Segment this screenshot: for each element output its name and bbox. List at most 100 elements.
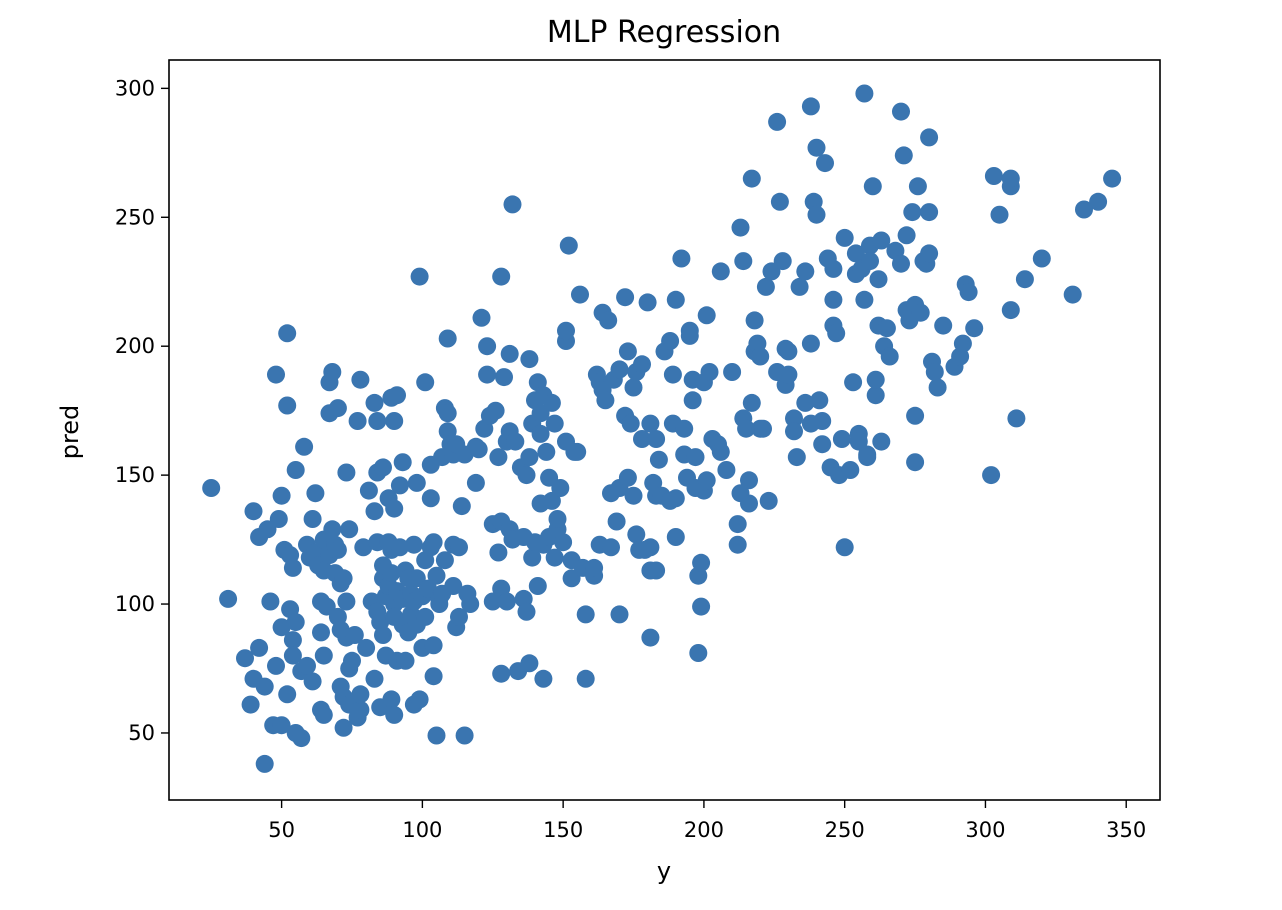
data-point: [599, 311, 618, 330]
data-point: [278, 324, 297, 343]
data-point: [292, 729, 311, 748]
data-point: [1103, 169, 1122, 188]
data-point: [686, 448, 705, 467]
data-point: [427, 566, 446, 585]
chart-title: MLP Regression: [547, 15, 781, 50]
data-point: [672, 249, 691, 268]
data-point: [835, 228, 854, 247]
data-point: [813, 435, 832, 454]
points-layer: [202, 84, 1122, 773]
x-tick-label: 250: [825, 818, 865, 842]
data-point: [312, 623, 330, 642]
data-point: [410, 267, 429, 286]
data-point: [334, 569, 353, 588]
data-point: [602, 538, 620, 557]
data-point: [737, 419, 756, 438]
data-point: [607, 512, 626, 531]
data-point: [861, 252, 879, 271]
data-point: [520, 350, 539, 369]
data-point: [340, 520, 359, 539]
data-point: [638, 293, 657, 312]
data-point: [328, 540, 347, 559]
data-point: [697, 471, 716, 490]
data-point: [517, 466, 536, 485]
data-point: [906, 406, 925, 425]
data-point: [520, 654, 539, 673]
data-point: [897, 226, 916, 245]
data-point: [241, 695, 260, 714]
data-point: [903, 203, 922, 222]
data-point: [692, 597, 711, 616]
data-point: [472, 308, 491, 327]
data-point: [343, 651, 361, 670]
data-point: [219, 589, 238, 608]
data-point: [813, 412, 832, 430]
data-point: [278, 685, 297, 704]
data-point: [483, 592, 502, 611]
data-point: [407, 473, 426, 492]
data-point: [934, 316, 953, 335]
data-point: [272, 618, 291, 637]
data-point: [824, 259, 843, 278]
data-point: [354, 538, 373, 557]
y-tick-label: 100: [115, 592, 155, 616]
data-point: [666, 528, 685, 546]
data-point: [517, 602, 536, 621]
data-point: [385, 499, 404, 518]
data-point: [863, 177, 882, 196]
data-point: [421, 489, 440, 508]
data-point: [255, 677, 274, 696]
data-point: [666, 489, 685, 508]
data-point: [520, 448, 539, 467]
data-point: [278, 396, 297, 415]
data-point: [728, 535, 747, 554]
data-point: [469, 440, 488, 459]
data-point: [531, 424, 550, 443]
y-tick-label: 250: [115, 205, 155, 229]
data-point: [303, 672, 322, 691]
data-point: [576, 669, 595, 688]
data-point: [779, 342, 798, 361]
data-point: [773, 252, 792, 271]
plot-frame: [168, 59, 1161, 801]
data-point: [717, 461, 736, 479]
data-point: [742, 169, 761, 188]
data-point: [959, 283, 978, 302]
data-point: [438, 329, 457, 348]
data-point: [641, 414, 660, 433]
data-point: [365, 502, 384, 521]
data-point: [537, 442, 556, 461]
data-point: [286, 461, 305, 479]
data-point: [506, 432, 525, 451]
data-point: [545, 548, 564, 567]
y-tick-label: 300: [115, 76, 155, 100]
data-point: [779, 365, 798, 384]
data-point: [478, 337, 497, 356]
y-tick-label: 200: [115, 334, 155, 358]
x-axis-label: y: [657, 857, 671, 885]
data-point: [759, 491, 778, 510]
data-point: [616, 288, 635, 307]
data-point: [542, 491, 561, 510]
data-point: [866, 370, 885, 389]
data-point: [1063, 285, 1082, 304]
data-point: [337, 463, 356, 482]
data-point: [990, 205, 1009, 224]
data-point: [585, 558, 604, 577]
data-point: [390, 476, 409, 495]
data-point: [314, 705, 333, 724]
data-point: [492, 664, 511, 683]
data-point: [438, 404, 457, 423]
data-point: [461, 595, 480, 613]
data-point: [711, 262, 730, 281]
data-point: [880, 347, 899, 366]
data-point: [542, 393, 561, 412]
data-point: [796, 393, 815, 412]
data-point: [351, 685, 370, 704]
data-point: [1001, 169, 1020, 188]
data-point: [444, 577, 463, 595]
data-point: [754, 419, 772, 438]
data-point: [925, 363, 944, 381]
data-point: [551, 479, 570, 497]
